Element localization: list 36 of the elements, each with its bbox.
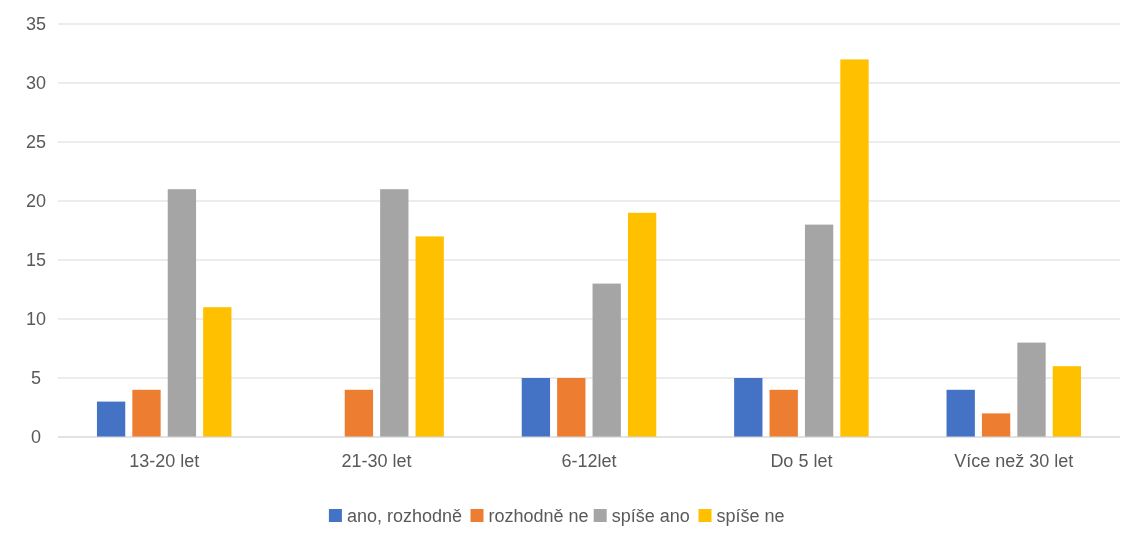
bar — [380, 189, 409, 437]
bar — [96, 401, 126, 437]
bar — [734, 378, 763, 437]
bar — [804, 224, 834, 437]
y-tick-label: 15 — [25, 250, 47, 271]
bar — [521, 378, 551, 437]
bar — [1017, 342, 1046, 437]
bar — [344, 389, 374, 437]
bar — [167, 189, 197, 437]
bar — [132, 389, 161, 437]
x-tick-label: Do 5 let — [770, 451, 833, 471]
legend-label: rozhodně ne — [488, 505, 589, 526]
y-tick-label: 30 — [25, 73, 47, 94]
bar — [946, 389, 975, 437]
bar — [592, 283, 621, 437]
y-tick-label: 0 — [30, 427, 42, 448]
bar — [1052, 366, 1082, 437]
legend-label: ano, rozhodně — [346, 505, 462, 526]
bar — [557, 378, 586, 437]
x-tick-label: 6-12let — [561, 451, 617, 471]
x-tick-label: 13-20 let — [129, 451, 200, 471]
y-tick-label: 5 — [30, 368, 42, 389]
y-tick-label: 35 — [25, 14, 47, 35]
bar — [627, 212, 657, 437]
y-tick-label: 20 — [25, 191, 47, 212]
bar — [981, 413, 1011, 437]
bar — [415, 236, 444, 437]
bar — [203, 307, 232, 437]
y-tick-label: 25 — [25, 132, 47, 153]
legend-label: spíše ano — [611, 505, 690, 526]
x-tick-label: 21-30 let — [341, 451, 412, 471]
legend-label: spíše ne — [716, 505, 785, 526]
x-tick-label: Více než 30 let — [954, 451, 1074, 471]
bar — [769, 389, 798, 437]
y-tick-label: 10 — [25, 309, 47, 330]
bar — [840, 59, 869, 437]
